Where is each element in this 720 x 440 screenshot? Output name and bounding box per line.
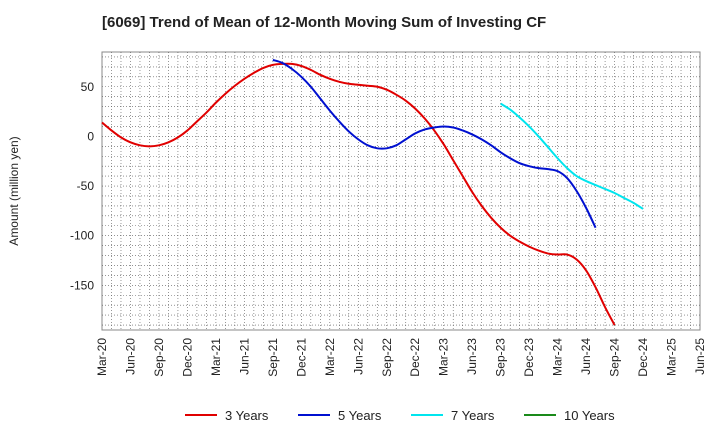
legend-label-10-years: 10 Years	[564, 408, 615, 423]
y-tick-label: -100	[70, 229, 94, 243]
x-tick-label: Mar-21	[209, 338, 223, 376]
series-line-5-years	[272, 58, 597, 229]
legend-label-5-years: 5 Years	[338, 408, 382, 423]
x-tick-label: Dec-21	[294, 338, 308, 377]
x-tick-label: Sep-24	[608, 338, 622, 377]
y-tick-label: -50	[77, 179, 95, 193]
x-tick-label: Jun-25	[693, 338, 707, 375]
x-tick-label: Mar-20	[95, 338, 109, 376]
x-tick-label: Jun-20	[123, 338, 137, 375]
y-tick-label: 50	[81, 80, 95, 94]
x-tick-label: Mar-22	[323, 338, 337, 376]
y-axis-label: Amount (million yen)	[7, 136, 21, 245]
x-tick-label: Dec-22	[408, 338, 422, 377]
series-line-7-years	[500, 102, 644, 210]
x-tick-label: Dec-20	[180, 338, 194, 377]
x-tick-label: Jun-21	[237, 338, 251, 375]
x-tick-label: Mar-24	[551, 338, 565, 376]
y-tick-label: 0	[87, 129, 94, 143]
plot-area	[101, 51, 701, 331]
legend-label-3-years: 3 Years	[225, 408, 269, 423]
chart-title: [6069] Trend of Mean of 12-Month Moving …	[102, 14, 547, 31]
x-tick-label: Sep-23	[494, 338, 508, 377]
x-tick-label: Jun-23	[465, 338, 479, 375]
x-tick-label: Mar-25	[665, 338, 679, 376]
x-tick-label: Sep-20	[152, 338, 166, 377]
legend-label-7-years: 7 Years	[451, 408, 495, 423]
x-tick-label: Dec-24	[636, 338, 650, 377]
y-tick-label: -150	[70, 278, 94, 292]
x-tick-label: Dec-23	[522, 338, 536, 377]
x-tick-label: Sep-21	[266, 338, 280, 377]
x-tick-label: Mar-23	[437, 338, 451, 376]
x-tick-label: Jun-22	[351, 338, 365, 375]
x-tick-label: Sep-22	[380, 338, 394, 377]
x-tick-label: Jun-24	[579, 338, 593, 375]
series-line-3-years	[101, 62, 616, 326]
